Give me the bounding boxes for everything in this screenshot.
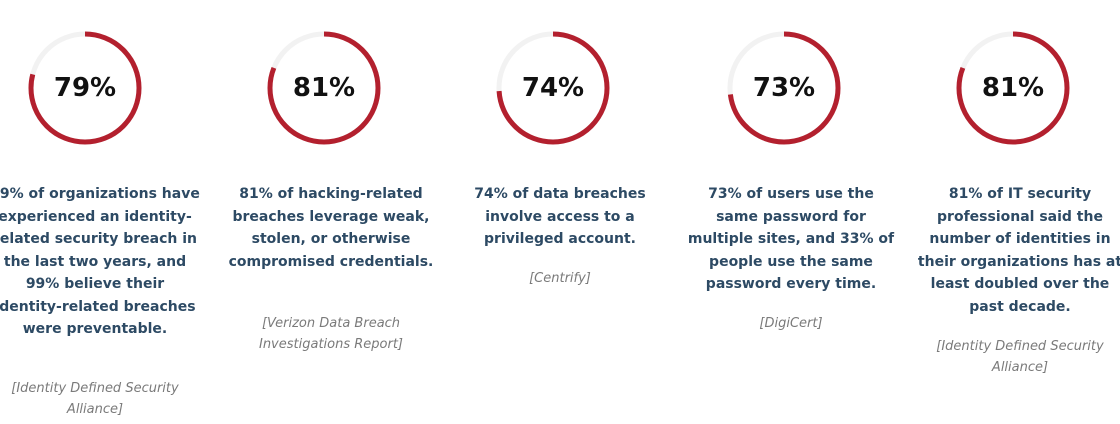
ring-fill bbox=[956, 31, 1070, 145]
stat-percentage: 81% bbox=[292, 73, 356, 103]
stat-description: 81% of hacking-related breaches leverage… bbox=[228, 186, 434, 270]
stat-percentage: 81% bbox=[981, 73, 1045, 103]
stat-percentage: 74% bbox=[521, 73, 585, 103]
ring-fill bbox=[28, 31, 142, 145]
progress-ring: 79% bbox=[25, 28, 145, 148]
stat-description: 74% of data breaches involve access to a… bbox=[474, 186, 646, 247]
stat-percentage: 73% bbox=[752, 73, 816, 103]
progress-ring-svg bbox=[28, 31, 142, 145]
progress-ring: 81% bbox=[264, 28, 384, 148]
stat-description: 81% of IT security professional said the… bbox=[917, 186, 1120, 315]
progress-ring: 73% bbox=[724, 28, 844, 148]
progress-ring-svg bbox=[267, 31, 381, 145]
ring-fill bbox=[727, 31, 841, 145]
stat-percentage: 79% bbox=[53, 73, 117, 103]
progress-ring-svg bbox=[496, 31, 610, 145]
stat-source: [DigiCert] bbox=[759, 316, 823, 331]
stat-source: [Centrify] bbox=[529, 271, 591, 286]
ring-fill bbox=[267, 31, 381, 145]
stat-source: [Identity Defined Security Alliance] bbox=[11, 381, 179, 417]
progress-ring-svg bbox=[956, 31, 1070, 145]
progress-ring-svg bbox=[727, 31, 841, 145]
stat-description: 73% of users use the same password for m… bbox=[687, 186, 895, 292]
stat-description: 79% of organizations have experienced an… bbox=[0, 186, 200, 337]
stat-source: [Identity Defined Security Alliance] bbox=[936, 339, 1104, 375]
progress-ring: 81% bbox=[953, 28, 1073, 148]
ring-fill bbox=[496, 31, 610, 145]
progress-ring: 74% bbox=[493, 28, 613, 148]
stat-source: [Verizon Data Breach Investigations Repo… bbox=[258, 316, 404, 352]
